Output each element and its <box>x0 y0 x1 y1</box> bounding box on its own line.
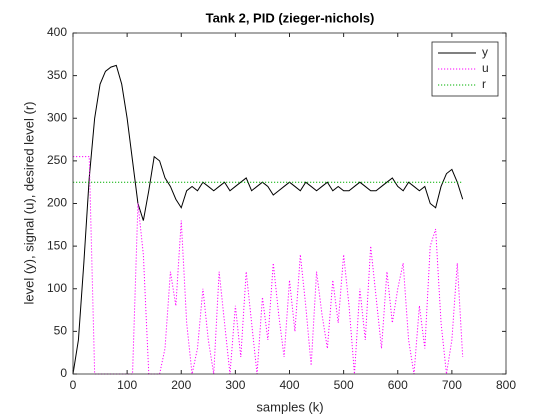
legend-box <box>431 41 499 97</box>
x-tick-label: 600 <box>388 378 408 392</box>
legend-label: r <box>482 77 486 91</box>
y-tick-label: 0 <box>60 366 67 380</box>
y-tick-label: 50 <box>54 324 68 338</box>
y-tick-label: 250 <box>47 153 67 167</box>
legend-label: u <box>482 61 489 75</box>
y-tick-label: 300 <box>47 110 67 124</box>
x-tick-label: 300 <box>225 378 245 392</box>
x-tick-label: 800 <box>496 378 516 392</box>
x-tick-label: 500 <box>334 378 354 392</box>
y-axis-label: level (y), signal (u), desired level (r) <box>21 101 36 304</box>
y-tick-label: 400 <box>47 25 67 39</box>
x-tick-label: 100 <box>117 378 137 392</box>
x-tick-label: 0 <box>70 378 77 392</box>
y-tick-label: 150 <box>47 238 67 252</box>
x-tick-label: 200 <box>171 378 191 392</box>
x-tick-label: 700 <box>442 378 462 392</box>
y-tick-label: 100 <box>47 281 67 295</box>
x-tick-label: 400 <box>279 378 299 392</box>
y-tick-label: 350 <box>47 68 67 82</box>
series-line <box>73 156 464 375</box>
legend-label: y <box>482 45 488 59</box>
y-tick-label: 200 <box>47 196 67 210</box>
chart-title: Tank 2, PID (zieger-nichols) <box>206 10 375 25</box>
x-axis-label: samples (k) <box>256 399 323 414</box>
